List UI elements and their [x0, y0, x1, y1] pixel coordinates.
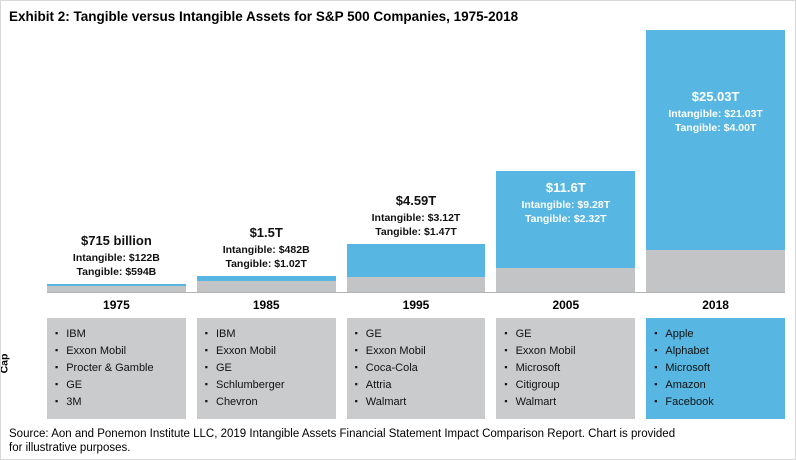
company-item: Walmart [355, 394, 478, 411]
company-item: Microsoft [504, 360, 627, 377]
bar-chart-area: $25.03T Intangible: $21.03T Tangible: $4… [646, 30, 785, 292]
total-value-label: $11.6T [545, 180, 586, 195]
chart-region: 5 Largest Global Companies by Market Cap… [1, 30, 785, 419]
company-item: Exxon Mobil [504, 343, 627, 360]
chart-title: Exhibit 2: Tangible versus Intangible As… [9, 9, 519, 24]
total-value-label: $25.03T [691, 89, 740, 104]
bar-value-labels: $4.59T Intangible: $3.12T Tangible: $1.4… [347, 192, 486, 239]
tangible-bar-segment [196, 281, 336, 292]
intangible-value-label: Intangible: $21.03T [668, 108, 763, 120]
total-value-label: $715 billion [80, 233, 152, 248]
companies-list: GEExxon MobilMicrosoftCitigroupWalmart [504, 326, 627, 411]
company-item: Exxon Mobil [355, 343, 478, 360]
year-axis-label: 1995 [402, 298, 430, 312]
company-item: 3M [55, 394, 178, 411]
total-value-label: $4.59T [395, 193, 437, 208]
bar-value-labels: $25.03T Intangible: $21.03T Tangible: $4… [646, 88, 785, 135]
intangible-bar-segment [47, 284, 186, 286]
companies-list: IBMExxon MobilGESchlumbergerChevron [205, 326, 328, 411]
companies-list: IBMExxon MobilProcter & GambleGE3M [55, 326, 178, 411]
company-item: Procter & Gamble [55, 360, 178, 377]
company-item: GE [504, 326, 627, 343]
intangible-bar-segment: $11.6T Intangible: $9.28T Tangible: $2.3… [496, 171, 636, 268]
tangible-value-label: Tangible: $2.32T [525, 213, 607, 225]
company-item: GE [355, 326, 478, 343]
columns-row: $715 billion Intangible: $122B Tangible:… [47, 30, 785, 419]
companies-list: GEExxon MobilCoca-ColaAttriaWalmart [355, 326, 478, 411]
company-item: Chevron [205, 394, 328, 411]
bar-value-labels: $11.6T Intangible: $9.28T Tangible: $2.3… [496, 179, 635, 226]
total-value-label: $1.5T [249, 225, 283, 240]
year-axis-label: 2018 [702, 298, 729, 312]
year-axis-label: 2005 [552, 298, 580, 312]
year-column: $25.03T Intangible: $21.03T Tangible: $4… [646, 30, 785, 419]
bar-chart-area: $11.6T Intangible: $9.28T Tangible: $2.3… [496, 30, 636, 292]
company-item: IBM [55, 326, 178, 343]
bar-chart-area: $4.59T Intangible: $3.12T Tangible: $1.4… [346, 30, 486, 292]
year-column: $715 billion Intangible: $122B Tangible:… [47, 30, 186, 419]
company-item: Exxon Mobil [55, 343, 178, 360]
bar-value-labels: $715 billion Intangible: $122B Tangible:… [47, 232, 186, 279]
intangible-value-label: Intangible: $122B [72, 252, 160, 264]
company-item: Walmart [504, 394, 627, 411]
year-column: $1.5T Intangible: $482B Tangible: $1.02T… [196, 30, 336, 419]
bar-chart-area: $715 billion Intangible: $122B Tangible:… [47, 30, 186, 292]
companies-box: GEExxon MobilMicrosoftCitigroupWalmart [496, 318, 636, 419]
companies-box: AppleAlphabetMicrosoftAmazonFacebook [646, 318, 785, 419]
tangible-value-label: Tangible: $1.02T [225, 258, 307, 270]
companies-box: IBMExxon MobilProcter & GambleGE3M [47, 318, 186, 419]
tangible-bar-segment [47, 286, 186, 292]
company-item: Attria [355, 377, 478, 394]
companies-list: AppleAlphabetMicrosoftAmazonFacebook [654, 326, 777, 411]
intangible-value-label: Intangible: $9.28T [521, 199, 611, 211]
intangible-bar-segment [196, 276, 336, 281]
company-item: GE [55, 377, 178, 394]
intangible-value-label: Intangible: $482B [222, 244, 310, 256]
year-axis-label: 1975 [103, 298, 130, 312]
company-item: Citigroup [504, 377, 627, 394]
company-item: Schlumberger [205, 377, 328, 394]
tangible-bar-segment [346, 277, 486, 292]
companies-box: IBMExxon MobilGESchlumbergerChevron [196, 318, 336, 419]
tangible-bar-segment [496, 268, 636, 292]
bar-chart-area: $1.5T Intangible: $482B Tangible: $1.02T [196, 30, 336, 292]
company-item: Amazon [654, 377, 777, 394]
year-axis-label: 1985 [252, 298, 280, 312]
source-note-line2: for illustrative purposes. [9, 442, 131, 454]
tangible-value-label: Tangible: $1.47T [375, 226, 457, 238]
company-item: Exxon Mobil [205, 343, 328, 360]
y-axis-label-cell: 5 Largest Global Companies by Market Cap [1, 30, 47, 419]
company-item: GE [205, 360, 328, 377]
company-item: Microsoft [654, 360, 777, 377]
intangible-bar-segment: $25.03T Intangible: $21.03T Tangible: $4… [646, 30, 785, 250]
intangible-bar-segment [346, 244, 486, 277]
bar-value-labels: $1.5T Intangible: $482B Tangible: $1.02T [197, 224, 336, 271]
source-note: Source: Aon and Ponemon Institute LLC, 2… [9, 427, 785, 455]
tangible-value-label: Tangible: $594B [76, 266, 157, 278]
year-column: $4.59T Intangible: $3.12T Tangible: $1.4… [346, 30, 486, 419]
company-item: Alphabet [654, 343, 777, 360]
company-item: IBM [205, 326, 328, 343]
company-item: Apple [654, 326, 777, 343]
company-item: Coca-Cola [355, 360, 478, 377]
year-column: $11.6T Intangible: $9.28T Tangible: $2.3… [496, 30, 636, 419]
source-note-line1: Source: Aon and Ponemon Institute LLC, 2… [9, 428, 676, 440]
companies-box: GEExxon MobilCoca-ColaAttriaWalmart [346, 318, 486, 419]
y-axis-label: 5 Largest Global Companies by Market Cap [0, 353, 11, 373]
x-axis-line [47, 292, 785, 293]
intangible-value-label: Intangible: $3.12T [371, 212, 461, 224]
tangible-value-label: Tangible: $4.00T [674, 122, 757, 134]
company-item: Facebook [654, 394, 777, 411]
tangible-bar-segment [646, 250, 785, 292]
